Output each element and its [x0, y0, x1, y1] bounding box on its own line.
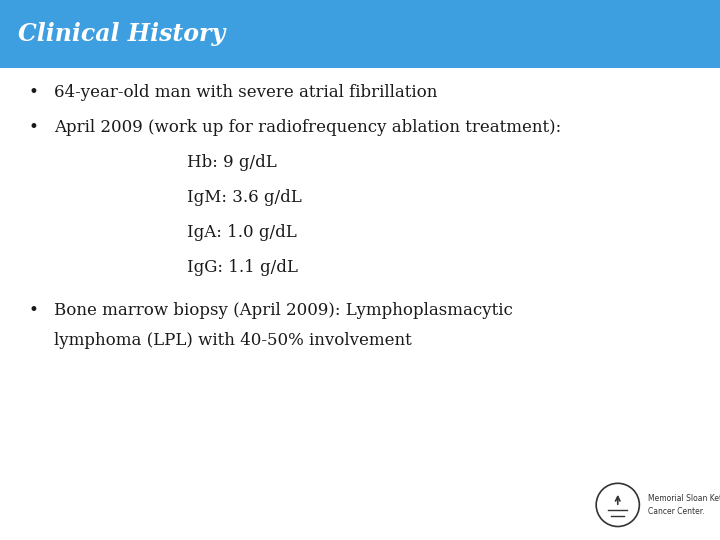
- Text: IgM: 3.6 g/dL: IgM: 3.6 g/dL: [187, 189, 302, 206]
- Text: Cancer Center.: Cancer Center.: [648, 507, 705, 516]
- Text: •: •: [29, 84, 39, 100]
- Text: IgA: 1.0 g/dL: IgA: 1.0 g/dL: [187, 224, 297, 241]
- Text: IgG: 1.1 g/dL: IgG: 1.1 g/dL: [187, 259, 298, 276]
- Text: Bone marrow biopsy (April 2009): Lymphoplasmacytic: Bone marrow biopsy (April 2009): Lymphop…: [54, 302, 513, 319]
- Text: 64-year-old man with severe atrial fibrillation: 64-year-old man with severe atrial fibri…: [54, 84, 437, 100]
- Text: •: •: [29, 119, 39, 136]
- Text: April 2009 (work up for radiofrequency ablation treatment):: April 2009 (work up for radiofrequency a…: [54, 119, 562, 136]
- FancyBboxPatch shape: [0, 0, 720, 68]
- Text: Clinical History: Clinical History: [18, 22, 225, 46]
- Text: •: •: [29, 302, 39, 319]
- Text: Hb: 9 g/dL: Hb: 9 g/dL: [187, 154, 277, 171]
- Text: Memorial Sloan Kettering: Memorial Sloan Kettering: [648, 494, 720, 503]
- Text: lymphoma (LPL) with 40-50% involvement: lymphoma (LPL) with 40-50% involvement: [54, 332, 412, 349]
